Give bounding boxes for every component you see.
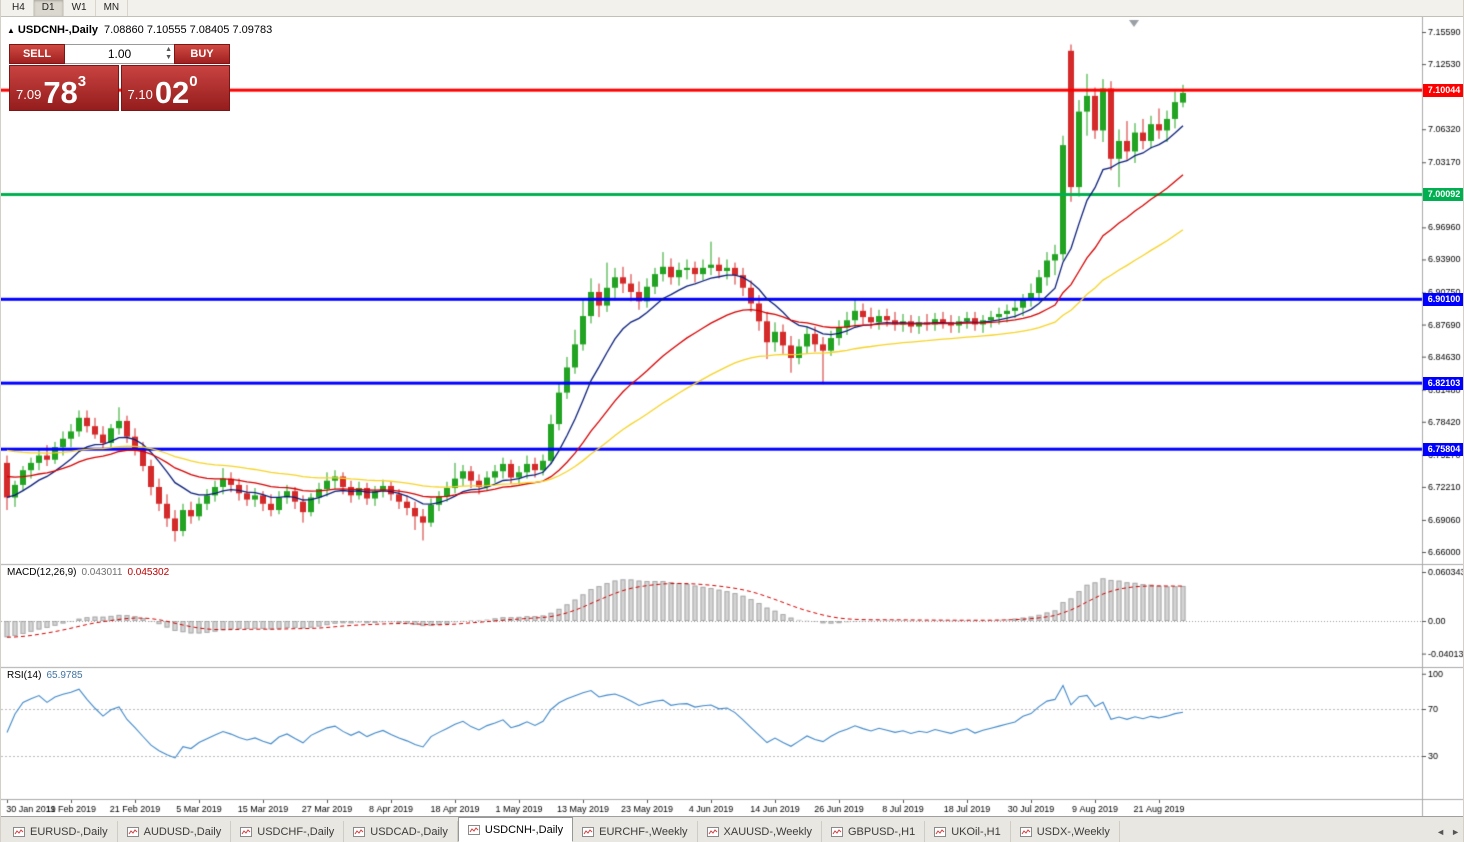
chart-tab-label: UKOil-,H1 — [951, 825, 1001, 838]
rsi-value: 65.9785 — [46, 670, 83, 681]
chart-tab-eurusd-daily[interactable]: EURUSD-,Daily — [4, 821, 118, 842]
rsi-name: RSI(14) — [7, 670, 42, 681]
bid-price-prefix: 7.09 — [16, 87, 42, 102]
volume-value[interactable]: 1.00 — [107, 47, 132, 61]
macd-main-value: 0.043011 — [81, 567, 123, 578]
chart-tab-eurchf-weekly[interactable]: EURCHF-,Weekly — [573, 821, 698, 842]
chart-tab-label: USDCNH-,Daily — [484, 823, 564, 836]
chart-tabs-group: EURUSD-,Daily AUDUSD-,Daily USDCHF-,Daily U… — [4, 817, 1120, 842]
chart-tab-usdcad-daily[interactable]: USDCAD-,Daily — [344, 821, 458, 842]
chart-thumbnail-icon — [830, 826, 843, 837]
tab-scroll-left-icon[interactable]: ◄ — [1436, 827, 1446, 837]
chart-thumbnail-icon — [240, 826, 253, 837]
bid-price-big-digits: 78 — [43, 74, 78, 110]
chart-symbol-label: USDCNH-,Daily — [17, 24, 98, 36]
chart-tab-label: GBPUSD-,H1 — [847, 825, 916, 838]
one-click-collapse-icon[interactable]: ▲ — [7, 26, 15, 35]
timeframe-button-w1[interactable]: W1 — [64, 0, 96, 16]
chart-thumbnail-icon — [353, 826, 366, 837]
chart-canvas[interactable] — [1, 17, 1463, 817]
chart-tab-usdx-weekly[interactable]: USDX-,Weekly — [1011, 821, 1120, 842]
chart-tab-bar: EURUSD-,Daily AUDUSD-,Daily USDCHF-,Daily U… — [1, 816, 1463, 842]
macd-name: MACD(12,26,9) — [7, 567, 77, 578]
one-click-trading-panel: SELL 1.00 ▲ ▼ BUY 7.09 78 3 7.10 02 0 — [9, 44, 230, 111]
rsi-indicator-label: RSI(14) 65.9785 — [7, 670, 83, 681]
chart-tab-label: EURCHF-,Weekly — [599, 825, 688, 838]
volume-down-icon[interactable]: ▼ — [165, 54, 172, 61]
chart-tab-audusd-daily[interactable]: AUDUSD-,Daily — [118, 821, 232, 842]
chart-tab-label: EURUSD-,Daily — [30, 825, 108, 838]
ask-price-prefix: 7.10 — [127, 87, 153, 102]
timeframe-button-d1[interactable]: D1 — [33, 0, 64, 16]
bid-price-pip-digit: 3 — [77, 73, 87, 90]
ask-price-button[interactable]: 7.10 02 0 — [120, 65, 230, 111]
chart-tab-usdchf-daily[interactable]: USDCHF-,Daily — [231, 821, 345, 842]
chart-tab-gbpusd-h1[interactable]: GBPUSD-,H1 — [822, 821, 926, 842]
chart-thumbnail-icon — [1019, 826, 1032, 837]
timeframe-button-h4[interactable]: H4 — [4, 0, 34, 16]
chart-thumbnail-icon — [13, 826, 25, 837]
chart-tab-label: AUDUSD-,Daily — [143, 825, 222, 838]
tab-scroll-controls: ◄ ► — [1436, 827, 1460, 837]
chart-header: ▲ USDCNH-,Daily 7.08860 7.10555 7.08405 7.… — [7, 24, 272, 36]
tab-scroll-right-icon[interactable]: ► — [1451, 827, 1460, 837]
timeframe-button-mn[interactable]: MN — [96, 0, 129, 16]
buy-button[interactable]: BUY — [174, 44, 230, 64]
chart-tab-usdcnh-daily[interactable]: USDCNH-,Daily — [457, 817, 574, 842]
bid-price-button[interactable]: 7.09 78 3 — [9, 65, 119, 111]
macd-indicator-label: MACD(12,26,9) 0.043011 0.045302 — [7, 567, 169, 578]
chart-tab-xauusd-weekly[interactable]: XAUUSD-,Weekly — [698, 821, 822, 842]
chart-thumbnail-icon — [706, 826, 719, 837]
volume-up-icon[interactable]: ▲ — [165, 46, 172, 53]
sell-button[interactable]: SELL — [9, 44, 65, 64]
chart-ohlc-values: 7.08860 7.10555 7.08405 7.09783 — [104, 24, 273, 36]
chart-tab-ukoil-h1[interactable]: UKOil-,H1 — [925, 821, 1011, 842]
volume-spinner: ▲ ▼ — [165, 46, 172, 62]
timeframe-buttons-group: H4 D1 W1 MN — [4, 0, 129, 16]
ask-price-pip-digit: 0 — [189, 73, 198, 90]
chart-thumbnail-icon — [934, 826, 947, 837]
timeframe-toolbar: H4 D1 W1 MN — [1, 0, 1463, 17]
chart-tab-label: USDCAD-,Daily — [370, 825, 448, 838]
macd-signal-value: 0.045302 — [127, 567, 170, 578]
volume-field[interactable]: 1.00 ▲ ▼ — [65, 44, 174, 64]
chart-tab-label: USDCHF-,Daily — [257, 825, 335, 838]
chart-tab-label: XAUUSD-,Weekly — [723, 825, 812, 838]
chart-thumbnail-icon — [467, 824, 480, 835]
chart-thumbnail-icon — [582, 826, 595, 837]
chart-tab-label: USDX-,Weekly — [1036, 825, 1110, 838]
ask-price-big-digits: 02 — [154, 74, 190, 110]
chart-thumbnail-icon — [126, 826, 139, 837]
